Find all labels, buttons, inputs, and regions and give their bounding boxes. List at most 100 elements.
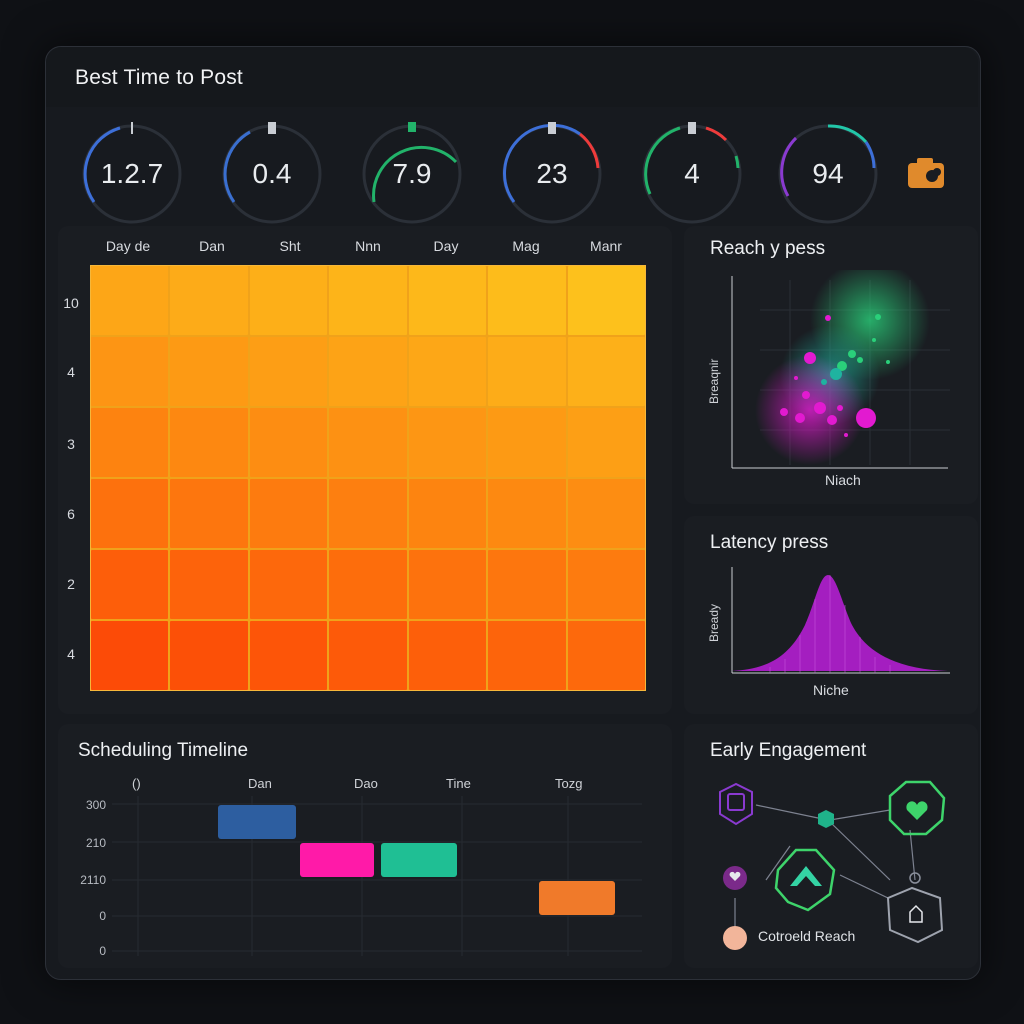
gauge-value: 23 bbox=[536, 158, 568, 189]
heatmap-cell[interactable] bbox=[567, 479, 645, 548]
timeline-row-label: 0 bbox=[99, 909, 106, 923]
heatmap-column-label: Manr bbox=[590, 238, 622, 254]
latency-y-axis-label: Bready bbox=[707, 603, 721, 642]
heatmap-cell[interactable] bbox=[249, 266, 328, 335]
heatmap-column-label: Sht bbox=[279, 238, 301, 254]
heatmap-cell[interactable] bbox=[249, 408, 328, 477]
page-title: Best Time to Post bbox=[75, 66, 243, 89]
gauge-value: 94 bbox=[812, 158, 844, 189]
gauge-ring bbox=[778, 124, 878, 224]
heatmap-cell[interactable] bbox=[488, 621, 566, 690]
heatmap-row-label: 10 bbox=[63, 295, 79, 311]
heatmap-cell[interactable] bbox=[170, 621, 248, 690]
engagement-title: Early Engagement bbox=[710, 740, 867, 761]
timeline-bar[interactable] bbox=[539, 881, 615, 915]
gauge-ring bbox=[82, 122, 182, 224]
reach-title: Reach y pess bbox=[710, 238, 826, 259]
heatmap-row-label: 2 bbox=[67, 576, 75, 592]
heatmap-cell[interactable] bbox=[567, 621, 645, 690]
heatmap-cell[interactable] bbox=[170, 266, 248, 335]
timeline-bar[interactable] bbox=[381, 843, 457, 877]
heatmap-column-label: Dan bbox=[199, 238, 225, 254]
reach-x-axis-label: Niach bbox=[825, 472, 861, 488]
heatmap-column-label: Nnn bbox=[355, 238, 381, 254]
timeline-row-label: 2110 bbox=[80, 873, 106, 887]
heatmap-cell[interactable] bbox=[567, 408, 645, 477]
heatmap-column-label: Mag bbox=[512, 238, 540, 254]
timeline-column-label: Tozg bbox=[555, 776, 583, 791]
heatmap-cell[interactable] bbox=[329, 408, 407, 477]
heatmap-cell[interactable] bbox=[249, 337, 328, 406]
timeline-row-label: 0 bbox=[99, 944, 106, 958]
gauge-4: 23 bbox=[500, 122, 604, 226]
heatmap-cell[interactable] bbox=[329, 621, 407, 690]
heart-badge-icon bbox=[888, 780, 946, 836]
gauge-value: 4 bbox=[684, 158, 700, 189]
timeline-column-label: Dao bbox=[354, 776, 378, 791]
heatmap-cell[interactable] bbox=[170, 479, 248, 548]
heatmap-cell[interactable] bbox=[408, 621, 487, 690]
gauge-value: 1.2.7 bbox=[100, 158, 164, 189]
camera-icon[interactable] bbox=[906, 156, 946, 190]
heatmap-cell[interactable] bbox=[249, 621, 328, 690]
heatmap-row-label: 4 bbox=[67, 646, 75, 662]
heatmap-cell[interactable] bbox=[249, 479, 328, 548]
heatmap-cell[interactable] bbox=[488, 266, 566, 335]
heatmap-cell[interactable] bbox=[329, 337, 407, 406]
gauge-ring bbox=[222, 122, 322, 224]
heatmap-cell[interactable] bbox=[91, 479, 169, 548]
timeline-bar[interactable] bbox=[218, 805, 296, 839]
heatmap-cell[interactable] bbox=[91, 408, 169, 477]
heatmap-cell[interactable] bbox=[488, 550, 566, 619]
heatmap-cell[interactable] bbox=[170, 337, 248, 406]
header-bar bbox=[46, 47, 978, 107]
heatmap-cell[interactable] bbox=[408, 550, 487, 619]
heatmap-cell[interactable] bbox=[91, 266, 169, 335]
heatmap-cell[interactable] bbox=[567, 266, 645, 335]
heatmap-cell[interactable] bbox=[488, 337, 566, 406]
gauge-1: 1.2.7 bbox=[80, 122, 184, 226]
heatmap-cell[interactable] bbox=[408, 337, 487, 406]
gauge-3: 7.9 bbox=[360, 122, 464, 226]
heatmap-cell[interactable] bbox=[91, 550, 169, 619]
latency-distribution-chart bbox=[731, 567, 950, 674]
timeline-bar[interactable] bbox=[300, 843, 374, 877]
heatmap-cell[interactable] bbox=[567, 550, 645, 619]
heatmap-cell[interactable] bbox=[329, 479, 407, 548]
heatmap-cell[interactable] bbox=[408, 266, 487, 335]
heatmap-cell[interactable] bbox=[408, 479, 487, 548]
heatmap-cell[interactable] bbox=[567, 337, 645, 406]
heatmap-cell[interactable] bbox=[249, 550, 328, 619]
up-chevron-icon bbox=[774, 848, 836, 912]
timeline-column-label: Dan bbox=[248, 776, 272, 791]
heatmap-cell[interactable] bbox=[170, 550, 248, 619]
gauge-value: 0.4 bbox=[252, 158, 292, 189]
timeline-grid bbox=[112, 796, 642, 956]
gauge-value: 7.9 bbox=[392, 158, 432, 189]
latency-x-axis-label: Niche bbox=[813, 682, 849, 698]
heatmap-row-label: 4 bbox=[67, 364, 75, 380]
timeline-title: Scheduling Timeline bbox=[78, 740, 249, 761]
engagement-network-diagram bbox=[719, 780, 946, 950]
heatmap-cell[interactable] bbox=[170, 408, 248, 477]
timeline-column-label: Tine bbox=[446, 776, 471, 791]
reach-y-axis-label: Breaqnir bbox=[707, 358, 721, 404]
heatmap-cell[interactable] bbox=[488, 479, 566, 548]
reach-scatter-plot bbox=[731, 270, 950, 469]
gauge-2: 0.4 bbox=[220, 122, 324, 226]
heatmap-grid bbox=[90, 265, 646, 691]
heatmap-cell[interactable] bbox=[91, 337, 169, 406]
heatmap-cell[interactable] bbox=[329, 550, 407, 619]
latency-title: Latency press bbox=[710, 532, 829, 553]
heatmap-row-label: 3 bbox=[67, 436, 75, 452]
heatmap-cell[interactable] bbox=[91, 621, 169, 690]
gauge-6: 94 bbox=[776, 122, 880, 226]
gauge-ring bbox=[362, 122, 462, 224]
gauge-ring bbox=[642, 122, 742, 224]
heatmap-cell[interactable] bbox=[408, 408, 487, 477]
timeline-row-label: 210 bbox=[85, 836, 106, 850]
heatmap-cell[interactable] bbox=[488, 408, 566, 477]
heatmap-column-label: Day bbox=[433, 238, 459, 254]
house-icon bbox=[886, 886, 944, 944]
heatmap-cell[interactable] bbox=[329, 266, 407, 335]
